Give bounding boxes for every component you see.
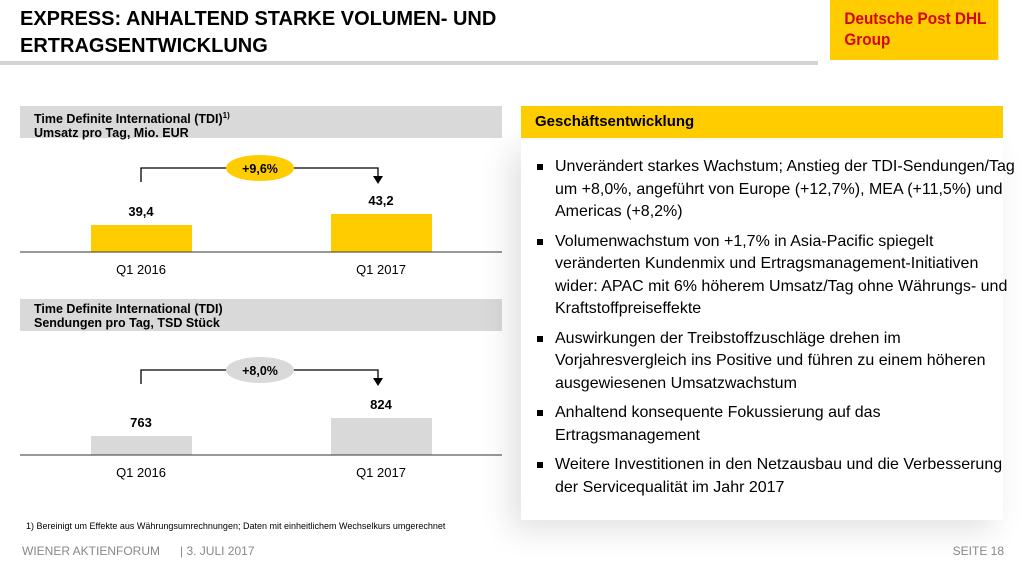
- chart1-title: Time Definite International (TDI): [34, 112, 223, 127]
- bullet-item: Auswirkungen der Treibstoffzuschläge dre…: [535, 328, 1015, 396]
- growth-badge: [226, 155, 294, 181]
- bar-q1-2016: [91, 225, 192, 252]
- arrow-down-icon: [373, 176, 383, 184]
- chart2-subtitle: Sendungen pro Tag, TSD Stück: [34, 316, 220, 330]
- footnote-ref: 1): [222, 111, 230, 120]
- category-label: Q1 2016: [116, 465, 166, 480]
- bullet-item: Weitere Investitionen in den Netzausbau …: [535, 454, 1015, 499]
- data-label: 39,4: [128, 204, 154, 219]
- footer-date: | 3. JULI 2017: [180, 544, 255, 558]
- page-number: SEITE 18: [952, 544, 1004, 558]
- chart2-header: Time Definite International (TDI) Sendun…: [20, 299, 502, 331]
- bar-q1-2017: [331, 418, 432, 455]
- chart1-subtitle: Umsatz pro Tag, Mio. EUR: [34, 126, 189, 141]
- data-label: 43,2: [368, 193, 393, 208]
- footnote: 1) Bereinigt um Effekte aus Währungsumre…: [26, 521, 446, 531]
- bullet-item: Unverändert starkes Wachstum; Anstieg de…: [535, 156, 1015, 224]
- category-label: Q1 2017: [356, 262, 406, 277]
- category-label: Q1 2016: [116, 262, 166, 277]
- chart1-header: Time Definite International (TDI)1) Umsa…: [20, 106, 502, 141]
- bar-q1-2016: [91, 436, 192, 455]
- growth-label: +9,6%: [242, 162, 278, 176]
- chart1: 39,4 Q1 2016 43,2 Q1 2017 +9,6%: [20, 155, 502, 277]
- bullet-item: Volumenwachstum von +1,7% in Asia-Pacifi…: [535, 231, 1015, 321]
- chart2: 763 Q1 2016 824 Q1 2017 +8,0%: [20, 357, 502, 480]
- data-label: 824: [370, 397, 392, 412]
- footer-event: WIENER AKTIENFORUM: [22, 544, 161, 558]
- data-label: 763: [130, 415, 152, 430]
- business-panel: [521, 140, 1003, 520]
- company-logo: Deutsche Post DHL Group: [830, 0, 999, 60]
- category-label: Q1 2017: [356, 465, 406, 480]
- arrow-down-icon: [373, 378, 383, 386]
- bullet-list: Unverändert starkes Wachstum; Anstieg de…: [535, 156, 1015, 506]
- slide-title: EXPRESS: ANHALTEND STARKE VOLUMEN- UND E…: [20, 8, 497, 57]
- growth-label: +8,0%: [242, 364, 278, 378]
- title-divider: [0, 61, 818, 65]
- growth-badge: [226, 357, 294, 383]
- panel-heading: Geschäftsentwicklung: [521, 106, 1003, 138]
- bar-q1-2017: [331, 214, 432, 252]
- chart2-title: Time Definite International (TDI): [34, 302, 223, 316]
- bullet-item: Anhaltend konsequente Fokussierung auf d…: [535, 402, 1015, 447]
